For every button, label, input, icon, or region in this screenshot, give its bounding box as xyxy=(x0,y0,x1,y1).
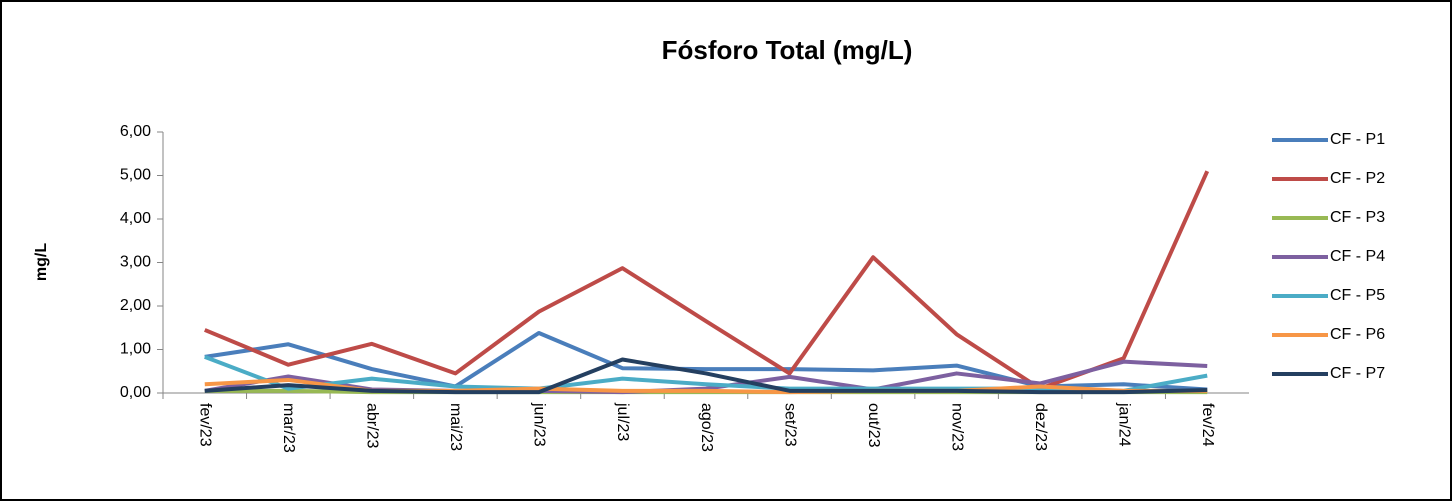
y-tick-label: 0,00 xyxy=(120,384,151,401)
legend-label: CF - P4 xyxy=(1330,248,1385,265)
chart-title: Fósforo Total (mg/L) xyxy=(662,35,913,65)
x-tick-label: dez/23 xyxy=(1032,403,1049,451)
y-tick-label: 3,00 xyxy=(120,254,151,271)
y-tick-label: 4,00 xyxy=(120,210,151,227)
x-tick-label: fev/24 xyxy=(1199,403,1216,447)
x-tick-label: mar/23 xyxy=(280,403,297,453)
x-tick-label: set/23 xyxy=(781,403,798,447)
x-tick-label: jun/23 xyxy=(531,402,548,447)
y-tick-label: 2,00 xyxy=(120,297,151,314)
legend-label: CF - P1 xyxy=(1330,131,1385,148)
series-line xyxy=(204,357,1208,395)
y-tick-label: 6,00 xyxy=(120,123,151,140)
x-tick-label: jan/24 xyxy=(1115,402,1132,447)
y-tick-label: 5,00 xyxy=(120,167,151,184)
legend-label: CF - P7 xyxy=(1330,365,1385,382)
x-tick-label: mai/23 xyxy=(447,403,464,451)
x-tick-label: fev/23 xyxy=(197,403,214,447)
series-line xyxy=(204,355,1208,393)
legend-label: CF - P5 xyxy=(1330,287,1385,304)
x-tick-label: ago/23 xyxy=(698,403,715,452)
x-tick-label: out/23 xyxy=(865,403,882,448)
x-tick-label: nov/23 xyxy=(948,403,965,451)
legend-label: CF - P6 xyxy=(1330,326,1385,343)
legend-label: CF - P3 xyxy=(1330,209,1385,226)
y-axis-label: mg/L xyxy=(33,243,50,281)
x-tick-label: abr/23 xyxy=(364,403,381,448)
x-tick-label: jul/23 xyxy=(614,402,631,441)
y-tick-label: 1,00 xyxy=(120,341,151,358)
legend-label: CF - P2 xyxy=(1330,170,1385,187)
